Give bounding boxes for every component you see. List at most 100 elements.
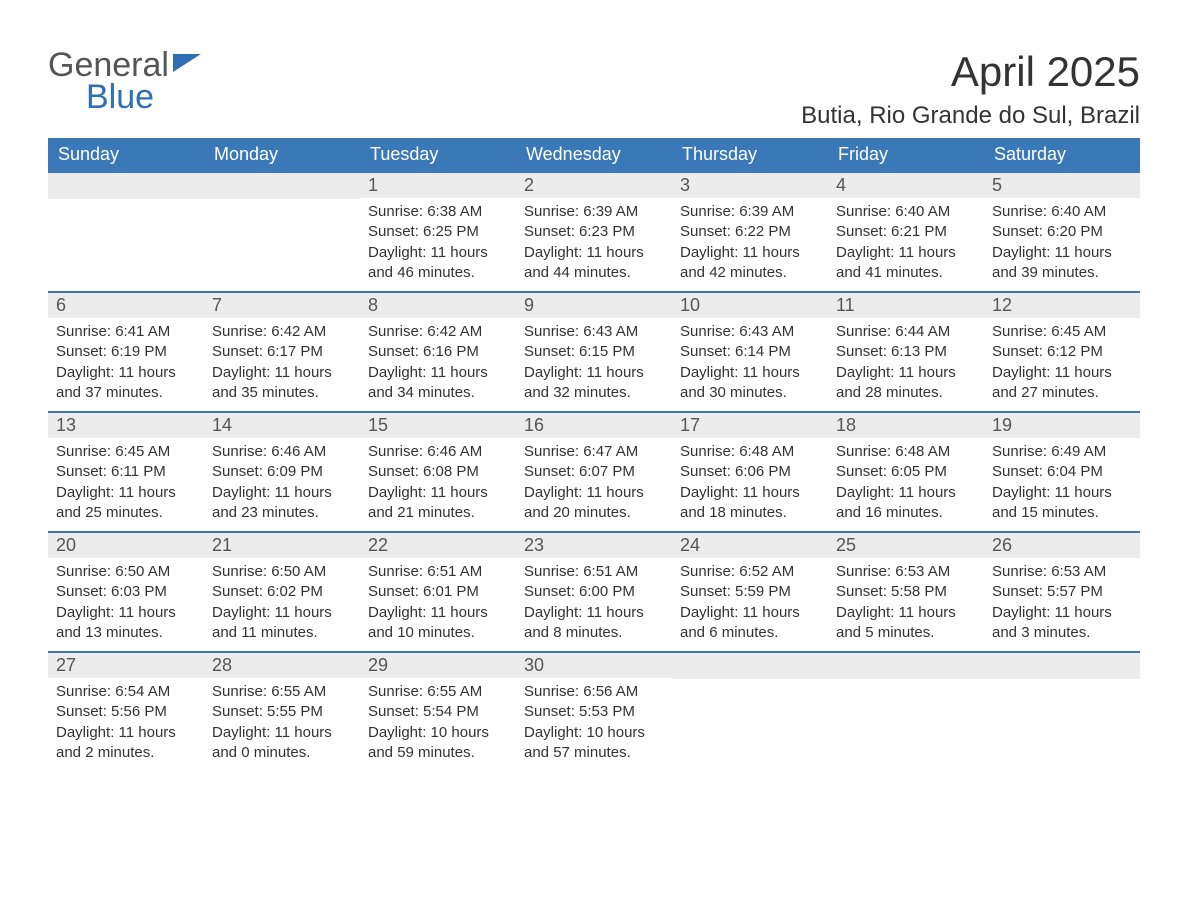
day-number: 25 [828,533,984,558]
sunset-text: Sunset: 6:15 PM [524,342,664,362]
weekday-header: Monday [204,138,360,173]
day-cell: 5Sunrise: 6:40 AMSunset: 6:20 PMDaylight… [984,173,1140,291]
sunset-text: Sunset: 6:00 PM [524,582,664,602]
title-block: April 2025 Butia, Rio Grande do Sul, Bra… [801,48,1140,130]
day-number: 27 [48,653,204,678]
sunrise-text: Sunrise: 6:53 AM [992,562,1132,582]
brand-logo: General Blue [48,48,201,114]
sunset-text: Sunset: 6:12 PM [992,342,1132,362]
day-details: Sunrise: 6:48 AMSunset: 6:06 PMDaylight:… [672,438,828,531]
day-number: 23 [516,533,672,558]
day-cell: 1Sunrise: 6:38 AMSunset: 6:25 PMDaylight… [360,173,516,291]
sunset-text: Sunset: 6:04 PM [992,462,1132,482]
day-number: 30 [516,653,672,678]
day-cell: 9Sunrise: 6:43 AMSunset: 6:15 PMDaylight… [516,293,672,411]
week-row: 1Sunrise: 6:38 AMSunset: 6:25 PMDaylight… [48,173,1140,291]
daylight-text: Daylight: 10 hours and 59 minutes. [368,723,508,764]
day-number: 17 [672,413,828,438]
day-details: Sunrise: 6:47 AMSunset: 6:07 PMDaylight:… [516,438,672,531]
day-number: 4 [828,173,984,198]
day-cell: 25Sunrise: 6:53 AMSunset: 5:58 PMDayligh… [828,533,984,651]
sunset-text: Sunset: 6:14 PM [680,342,820,362]
day-details: Sunrise: 6:55 AMSunset: 5:54 PMDaylight:… [360,678,516,771]
day-number: 8 [360,293,516,318]
day-number: 24 [672,533,828,558]
daylight-text: Daylight: 11 hours and 13 minutes. [56,603,196,644]
day-cell: 24Sunrise: 6:52 AMSunset: 5:59 PMDayligh… [672,533,828,651]
day-details: Sunrise: 6:40 AMSunset: 6:21 PMDaylight:… [828,198,984,291]
sunrise-text: Sunrise: 6:45 AM [56,442,196,462]
day-number: 28 [204,653,360,678]
sunrise-text: Sunrise: 6:54 AM [56,682,196,702]
sunrise-text: Sunrise: 6:56 AM [524,682,664,702]
daylight-text: Daylight: 11 hours and 42 minutes. [680,243,820,284]
daylight-text: Daylight: 11 hours and 35 minutes. [212,363,352,404]
sunset-text: Sunset: 5:59 PM [680,582,820,602]
sunset-text: Sunset: 6:06 PM [680,462,820,482]
daylight-text: Daylight: 11 hours and 46 minutes. [368,243,508,284]
day-cell: 28Sunrise: 6:55 AMSunset: 5:55 PMDayligh… [204,653,360,771]
day-cell [204,173,360,291]
sunset-text: Sunset: 5:55 PM [212,702,352,722]
day-number: 6 [48,293,204,318]
week-row: 13Sunrise: 6:45 AMSunset: 6:11 PMDayligh… [48,411,1140,531]
daylight-text: Daylight: 11 hours and 11 minutes. [212,603,352,644]
day-cell: 8Sunrise: 6:42 AMSunset: 6:16 PMDaylight… [360,293,516,411]
day-cell: 10Sunrise: 6:43 AMSunset: 6:14 PMDayligh… [672,293,828,411]
day-cell: 7Sunrise: 6:42 AMSunset: 6:17 PMDaylight… [204,293,360,411]
day-number: 21 [204,533,360,558]
day-details: Sunrise: 6:40 AMSunset: 6:20 PMDaylight:… [984,198,1140,291]
day-number: 16 [516,413,672,438]
sunrise-text: Sunrise: 6:49 AM [992,442,1132,462]
weekday-header-row: SundayMondayTuesdayWednesdayThursdayFrid… [48,138,1140,173]
sunrise-text: Sunrise: 6:46 AM [368,442,508,462]
day-cell: 2Sunrise: 6:39 AMSunset: 6:23 PMDaylight… [516,173,672,291]
sunrise-text: Sunrise: 6:40 AM [992,202,1132,222]
day-details: Sunrise: 6:43 AMSunset: 6:15 PMDaylight:… [516,318,672,411]
daylight-text: Daylight: 11 hours and 18 minutes. [680,483,820,524]
day-cell [828,653,984,771]
daylight-text: Daylight: 11 hours and 16 minutes. [836,483,976,524]
day-cell [984,653,1140,771]
sunrise-text: Sunrise: 6:39 AM [524,202,664,222]
day-cell [48,173,204,291]
day-cell [672,653,828,771]
day-number: 22 [360,533,516,558]
sunrise-text: Sunrise: 6:55 AM [368,682,508,702]
daylight-text: Daylight: 11 hours and 5 minutes. [836,603,976,644]
day-number: 19 [984,413,1140,438]
sunset-text: Sunset: 6:19 PM [56,342,196,362]
weekday-header: Sunday [48,138,204,173]
daylight-text: Daylight: 11 hours and 21 minutes. [368,483,508,524]
sunrise-text: Sunrise: 6:51 AM [368,562,508,582]
daylight-text: Daylight: 11 hours and 28 minutes. [836,363,976,404]
day-details: Sunrise: 6:56 AMSunset: 5:53 PMDaylight:… [516,678,672,771]
day-number: 2 [516,173,672,198]
day-cell: 4Sunrise: 6:40 AMSunset: 6:21 PMDaylight… [828,173,984,291]
day-number: 13 [48,413,204,438]
sunrise-text: Sunrise: 6:48 AM [680,442,820,462]
day-number: 9 [516,293,672,318]
day-number: 18 [828,413,984,438]
day-details: Sunrise: 6:49 AMSunset: 6:04 PMDaylight:… [984,438,1140,531]
day-details: Sunrise: 6:45 AMSunset: 6:11 PMDaylight:… [48,438,204,531]
day-details: Sunrise: 6:52 AMSunset: 5:59 PMDaylight:… [672,558,828,651]
sunset-text: Sunset: 6:16 PM [368,342,508,362]
sunrise-text: Sunrise: 6:52 AM [680,562,820,582]
day-details: Sunrise: 6:54 AMSunset: 5:56 PMDaylight:… [48,678,204,771]
page-header: General Blue April 2025 Butia, Rio Grand… [48,48,1140,130]
weekday-header: Tuesday [360,138,516,173]
day-cell: 30Sunrise: 6:56 AMSunset: 5:53 PMDayligh… [516,653,672,771]
daylight-text: Daylight: 10 hours and 57 minutes. [524,723,664,764]
daylight-text: Daylight: 11 hours and 25 minutes. [56,483,196,524]
day-number: 1 [360,173,516,198]
week-row: 27Sunrise: 6:54 AMSunset: 5:56 PMDayligh… [48,651,1140,771]
day-cell: 6Sunrise: 6:41 AMSunset: 6:19 PMDaylight… [48,293,204,411]
daylight-text: Daylight: 11 hours and 10 minutes. [368,603,508,644]
day-cell: 14Sunrise: 6:46 AMSunset: 6:09 PMDayligh… [204,413,360,531]
day-number: 3 [672,173,828,198]
sunset-text: Sunset: 6:05 PM [836,462,976,482]
day-number: 15 [360,413,516,438]
daylight-text: Daylight: 11 hours and 27 minutes. [992,363,1132,404]
week-row: 6Sunrise: 6:41 AMSunset: 6:19 PMDaylight… [48,291,1140,411]
